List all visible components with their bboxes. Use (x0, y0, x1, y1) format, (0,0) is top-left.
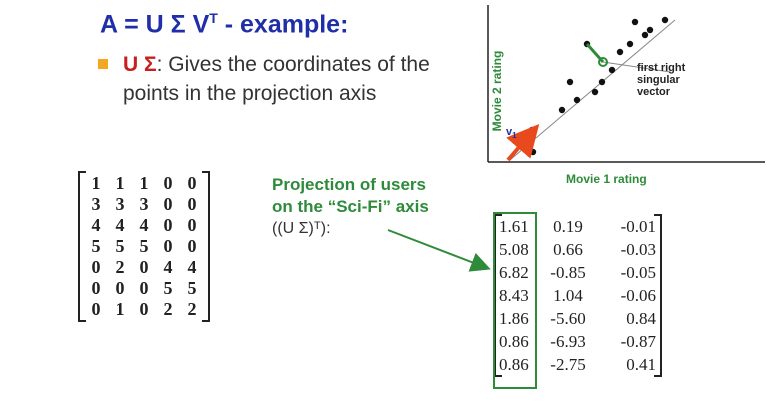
matrix-us-cell: 1.04 (553, 286, 583, 305)
v1-vector (506, 123, 540, 162)
matrix-us-cell: -0.05 (620, 263, 656, 282)
matrix-a-cell: 0 (139, 257, 149, 277)
singular-vector-annotation: first right singular vector (637, 62, 727, 98)
matrix-us-cell: -0.85 (550, 263, 586, 282)
scatter-point (591, 88, 599, 96)
matrix-us-cell: -5.60 (550, 309, 586, 328)
matrix-a-cell: 1 (91, 173, 101, 193)
scatter-point (661, 16, 669, 24)
matrix-a-cell: 0 (163, 194, 173, 214)
matrix-a-cell: 4 (163, 257, 173, 277)
scatter-point (616, 48, 624, 56)
projection-caption: Projection of users on the “Sci-Fi” axis… (272, 174, 492, 240)
matrix-a-cell: 5 (91, 236, 101, 256)
matrix-us-cell: 6.82 (499, 263, 529, 282)
matrix-a-cell: 0 (139, 299, 149, 319)
matrix-a-cell: 5 (163, 278, 173, 298)
matrix-us-cell: 5.08 (499, 240, 529, 259)
matrix-a-cell: 2 (187, 299, 197, 319)
matrix-us-cell: -2.75 (550, 355, 586, 374)
matrix-a-cell: 3 (139, 194, 149, 214)
matrix-us-cell: -0.87 (620, 332, 656, 351)
matrix-a-cell: 4 (91, 215, 101, 235)
matrix-us-cell: -0.06 (620, 286, 656, 305)
matrix-a-cell: 4 (115, 215, 125, 235)
y-axis-label: Movie 2 rating (490, 50, 504, 132)
annotation-line-2: singular (637, 74, 680, 86)
matrix-a-cell: 0 (187, 173, 197, 193)
title-text: A = U Σ V (100, 10, 210, 39)
matrix-us-cell: 0.19 (553, 217, 583, 236)
scatter-point (529, 148, 537, 156)
matrix-a-cell: 0 (91, 299, 101, 319)
bullet-lead: U Σ (123, 53, 157, 76)
matrix-a-cell: 1 (115, 299, 125, 319)
matrix-us-cell: -0.01 (620, 217, 656, 236)
matrix-a-cell: 3 (115, 194, 125, 214)
matrix-u-sigma: 1.61 0.19 -0.01 5.08 0.66 -0.03 6.82 -0.85 -0.05… (494, 214, 662, 377)
matrix-a-cell: 0 (187, 236, 197, 256)
bullet-body: : Gives the coordinates of the points in… (123, 53, 430, 105)
matrix-us-cell: -0.03 (620, 240, 656, 259)
scatter-point (558, 106, 566, 114)
title-superscript: T (209, 10, 218, 26)
matrix-a-cell: 1 (139, 173, 149, 193)
v1-subscript: 1 (512, 131, 517, 141)
scatter-point (646, 26, 654, 34)
scatter-point (608, 66, 616, 74)
matrix-us-cell: -6.93 (550, 332, 586, 351)
matrix-us-cell: 0.66 (553, 240, 583, 259)
bullet-marker (98, 59, 108, 69)
matrix-a-cell: 2 (115, 257, 125, 277)
matrix-a-cell: 0 (91, 257, 101, 277)
scatter-point (573, 96, 581, 104)
matrix-us-cell: 0.86 (499, 332, 529, 351)
scatter-plot (487, 5, 765, 163)
matrix-a-cell: 5 (139, 236, 149, 256)
matrix-a-cell: 0 (187, 215, 197, 235)
scatter-point (626, 40, 634, 48)
first-column-highlight (493, 212, 537, 389)
v1-symbol: v (506, 126, 513, 138)
caption-line-2: on the “Sci-Fi” axis (272, 197, 429, 216)
scatter-point (598, 78, 606, 86)
x-axis-label: Movie 1 rating (566, 172, 647, 186)
matrix-a-cell: 0 (163, 215, 173, 235)
matrix-a-cell: 2 (163, 299, 173, 319)
title-suffix: - example: (217, 10, 349, 39)
caption-formula: ((U Σ)ᵀ): (272, 220, 331, 237)
v1-label: v1 (506, 126, 517, 140)
matrix-us-cell: 8.43 (499, 286, 529, 305)
slide-title: A = U Σ VT - example: (100, 10, 348, 39)
matrix-a-cell: 0 (187, 194, 197, 214)
matrix-a-cell: 5 (115, 236, 125, 256)
matrix-a-cell: 0 (139, 278, 149, 298)
scatter-point (566, 78, 574, 86)
projected-point (598, 57, 608, 67)
matrix-a-cell: 0 (163, 173, 173, 193)
annotation-line-1: first right (637, 62, 686, 74)
matrix-a-cell: 5 (187, 278, 197, 298)
annotation-line-3: vector (637, 86, 671, 98)
matrix-us-cell: 0.84 (626, 309, 656, 328)
matrix-us-cell: 0.86 (499, 355, 529, 374)
matrix-a-cell: 4 (139, 215, 149, 235)
matrix-us-cell: 0.41 (626, 355, 656, 374)
caption-line-1: Projection of users (272, 175, 426, 194)
matrix-a-cell: 0 (115, 278, 125, 298)
matrix-a-cell: 1 (115, 173, 125, 193)
matrix-a-cell: 4 (187, 257, 197, 277)
matrix-a-cell: 0 (91, 278, 101, 298)
matrix-us-cell: 1.61 (499, 217, 529, 236)
matrix-a-cell: 3 (91, 194, 101, 214)
matrix-us-cell: 1.86 (499, 309, 529, 328)
scatter-point (631, 18, 639, 26)
scatter-point (641, 31, 649, 39)
matrix-a-cell: 0 (163, 236, 173, 256)
bullet-text: U Σ: Gives the coordinates of the points… (123, 50, 463, 108)
